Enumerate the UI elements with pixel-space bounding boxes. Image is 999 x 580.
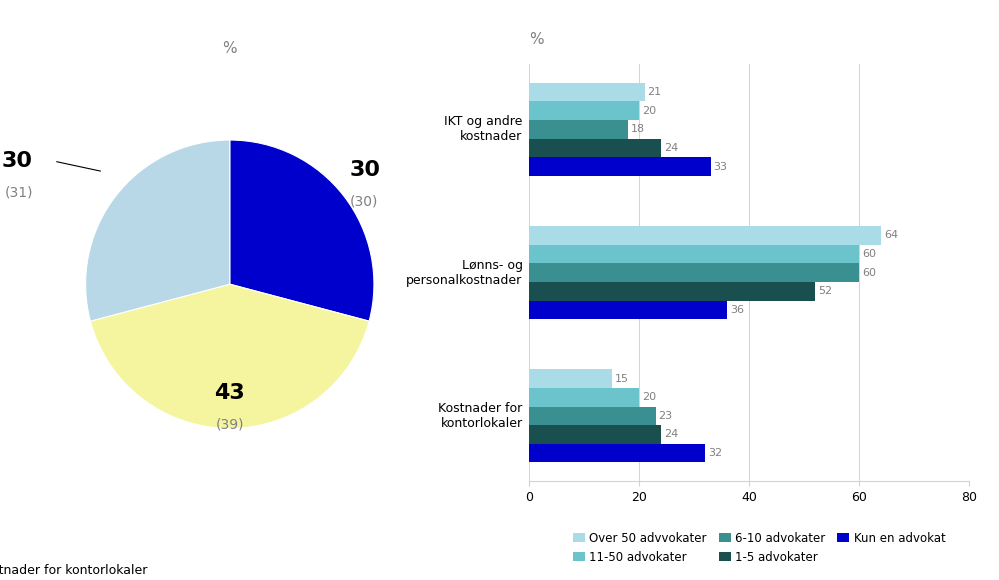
- Text: 52: 52: [818, 286, 832, 296]
- Text: (30): (30): [350, 194, 378, 209]
- Bar: [529, 120, 628, 139]
- Text: 15: 15: [614, 374, 628, 383]
- Wedge shape: [86, 140, 230, 321]
- Text: %: %: [223, 41, 237, 56]
- Text: 24: 24: [664, 143, 678, 153]
- Text: 20: 20: [642, 106, 656, 116]
- Text: 21: 21: [647, 87, 661, 97]
- Wedge shape: [230, 140, 374, 321]
- Text: 20: 20: [642, 392, 656, 403]
- Bar: [529, 300, 727, 319]
- Bar: [529, 245, 859, 263]
- Legend: Over 50 advvokater, 11-50 advokater, 6-10 advokater, 1-5 advokater, Kun en advok: Over 50 advvokater, 11-50 advokater, 6-1…: [568, 527, 950, 568]
- Bar: [529, 407, 656, 425]
- Text: (31): (31): [4, 186, 33, 200]
- Bar: [529, 425, 661, 444]
- Text: 60: 60: [862, 267, 876, 278]
- Text: 33: 33: [713, 162, 727, 172]
- Bar: [529, 282, 815, 300]
- Text: 36: 36: [730, 305, 744, 315]
- Text: 43: 43: [215, 383, 245, 403]
- Bar: [529, 139, 661, 157]
- Bar: [529, 263, 859, 282]
- Wedge shape: [91, 284, 369, 429]
- Text: 30: 30: [350, 160, 381, 180]
- Bar: [529, 226, 881, 245]
- Bar: [529, 369, 611, 388]
- Bar: [529, 388, 639, 407]
- Bar: [529, 444, 705, 462]
- Text: 60: 60: [862, 249, 876, 259]
- Legend: Kostnader for kontorlokaler, Lønns- og personalkostnader, IKT og andre kostnader: Kostnader for kontorlokaler, Lønns- og p…: [0, 559, 163, 580]
- Text: 30: 30: [2, 151, 33, 171]
- Text: 18: 18: [631, 124, 645, 135]
- Text: (39): (39): [216, 418, 244, 432]
- Bar: [529, 157, 711, 176]
- Text: 32: 32: [708, 448, 722, 458]
- Bar: [529, 102, 639, 120]
- Text: 24: 24: [664, 429, 678, 440]
- Text: 64: 64: [884, 230, 898, 240]
- Bar: [529, 83, 645, 102]
- Text: 23: 23: [658, 411, 672, 421]
- Text: %: %: [529, 32, 544, 47]
